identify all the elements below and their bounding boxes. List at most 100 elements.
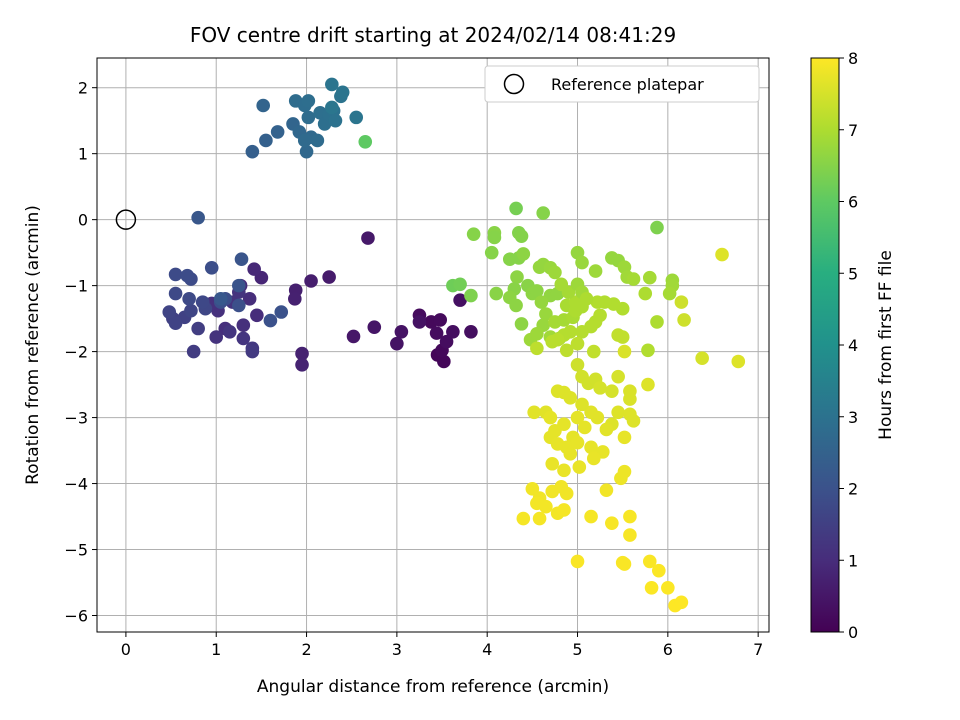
- chart-title: FOV centre drift starting at 2024/02/14 …: [190, 23, 676, 47]
- data-point: [236, 331, 251, 346]
- data-point: [464, 325, 478, 339]
- data-point: [644, 580, 659, 595]
- data-point: [213, 292, 228, 306]
- data-point: [232, 278, 246, 293]
- y-tick-label: 1: [78, 145, 88, 164]
- data-point: [570, 336, 585, 351]
- y-tick-label: −2: [64, 343, 88, 362]
- data-point: [530, 341, 544, 356]
- data-point: [168, 286, 183, 301]
- data-point: [162, 305, 177, 319]
- x-tick-label: 5: [572, 640, 582, 659]
- y-tick-label: −6: [64, 607, 88, 626]
- data-point: [579, 292, 594, 306]
- data-point: [590, 295, 605, 309]
- reference-marker-group: [115, 209, 137, 230]
- data-point: [731, 354, 746, 369]
- data-point: [232, 298, 246, 313]
- data-point: [510, 270, 524, 284]
- data-point: [559, 343, 574, 358]
- data-point: [584, 509, 598, 524]
- legend-reference-marker: [503, 73, 525, 95]
- legend: Reference platepar: [484, 65, 760, 103]
- data-point: [394, 325, 409, 339]
- data-point: [570, 435, 585, 450]
- data-point: [623, 509, 637, 524]
- data-point: [570, 554, 585, 569]
- data-point: [536, 206, 550, 220]
- colorbar-tick-label: 4: [848, 336, 858, 355]
- x-tick-label: 2: [301, 640, 311, 659]
- data-point: [247, 262, 261, 276]
- data-point: [361, 231, 375, 245]
- data-point: [250, 308, 264, 323]
- data-point: [390, 336, 404, 351]
- data-point: [586, 344, 601, 359]
- data-point: [367, 320, 382, 334]
- data-point: [299, 144, 314, 159]
- data-point: [543, 410, 558, 425]
- x-tick-label: 6: [663, 640, 673, 659]
- plot-frame: [96, 57, 770, 633]
- data-point: [626, 272, 641, 286]
- data-point: [325, 100, 339, 115]
- y-tick-label: −5: [64, 541, 88, 560]
- data-point: [433, 313, 448, 327]
- data-point: [349, 110, 364, 125]
- colorbar-tick-label: 5: [848, 264, 858, 283]
- data-point: [615, 330, 630, 344]
- y-axis: 2 1 0 −1 −2 −3 −4 −5 −6: [64, 79, 97, 626]
- data-point: [328, 113, 343, 128]
- data-point: [605, 516, 619, 530]
- data-point: [484, 245, 499, 260]
- x-tick-label: 3: [392, 640, 402, 659]
- grid: [97, 58, 769, 632]
- x-tick-label: 0: [121, 640, 131, 659]
- data-point: [677, 313, 691, 327]
- data-point: [195, 295, 210, 309]
- data-point: [599, 422, 614, 437]
- data-point: [559, 486, 574, 501]
- data-point: [301, 110, 316, 125]
- data-point: [502, 290, 517, 305]
- data-point: [568, 295, 583, 309]
- colorbar-tick-label: 2: [848, 480, 858, 499]
- data-point: [487, 230, 502, 245]
- data-point: [575, 325, 589, 339]
- data-point: [191, 321, 205, 336]
- data-point: [539, 499, 553, 514]
- data-point: [642, 554, 657, 569]
- data-point: [453, 277, 467, 292]
- data-point: [554, 277, 569, 292]
- y-tick-label: −4: [64, 475, 88, 494]
- data-point: [245, 344, 260, 359]
- data-point: [662, 286, 677, 301]
- data-point: [525, 482, 540, 496]
- x-tick-label: 4: [482, 640, 492, 659]
- colorbar-gradient: [810, 57, 840, 633]
- data-point: [642, 270, 657, 285]
- data-point: [532, 511, 547, 526]
- data-point: [617, 464, 632, 479]
- data-point: [263, 313, 278, 328]
- data-point: [695, 351, 709, 365]
- data-point: [641, 377, 655, 392]
- data-point: [346, 329, 361, 344]
- data-point: [466, 227, 481, 241]
- data-point: [234, 252, 249, 267]
- data-point: [623, 392, 637, 406]
- colorbar-tick-label: 6: [848, 193, 858, 212]
- data-point: [550, 384, 565, 398]
- data-point: [570, 357, 585, 372]
- data-point: [557, 503, 571, 517]
- colorbar-tick-label: 3: [848, 408, 858, 427]
- data-point: [650, 220, 664, 235]
- x-axis-label: Angular distance from reference (arcmin): [257, 677, 609, 697]
- data-point: [572, 460, 587, 474]
- data-point: [650, 315, 664, 329]
- data-point: [204, 261, 219, 275]
- x-tick-label: 1: [211, 640, 221, 659]
- data-point: [322, 270, 336, 284]
- data-point: [575, 397, 589, 412]
